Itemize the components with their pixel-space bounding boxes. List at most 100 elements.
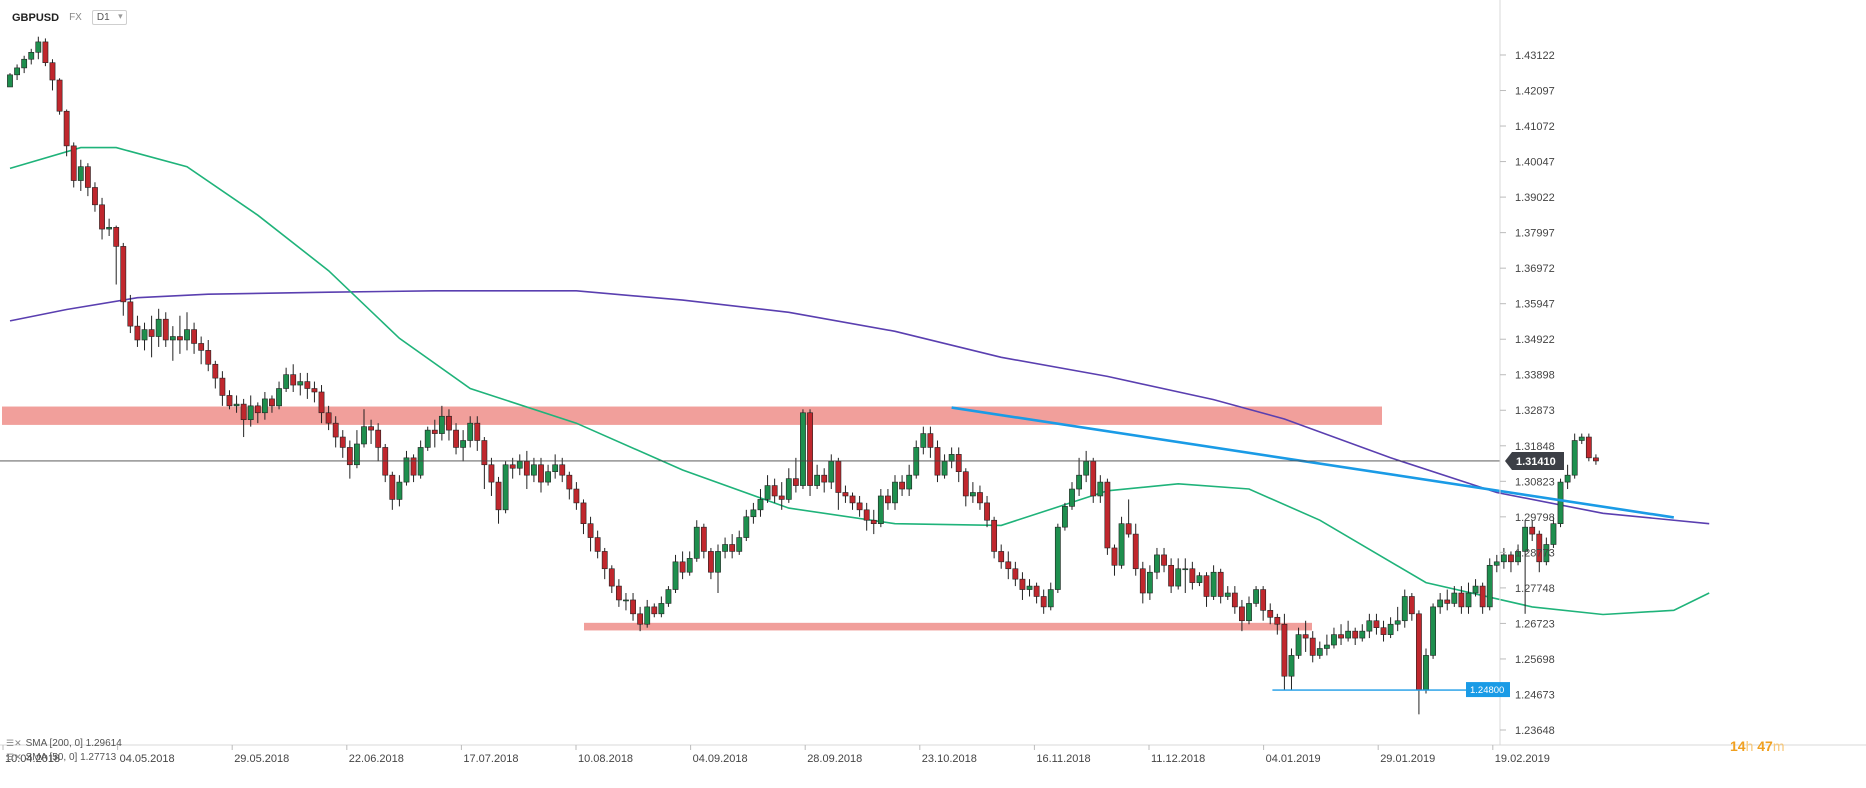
- candle[interactable]: [1500, 547, 1507, 569]
- candle[interactable]: [1104, 478, 1111, 555]
- candle[interactable]: [1543, 537, 1550, 566]
- candle[interactable]: [134, 315, 141, 347]
- candle[interactable]: [1493, 554, 1500, 573]
- candle[interactable]: [155, 308, 162, 347]
- resistance-zone[interactable]: [2, 406, 1382, 425]
- indicator-settings-icon[interactable]: ☰✕: [6, 738, 22, 748]
- candle[interactable]: [290, 364, 297, 392]
- candle[interactable]: [1578, 433, 1585, 444]
- candle[interactable]: [736, 530, 743, 555]
- candle[interactable]: [1571, 433, 1578, 479]
- candle[interactable]: [92, 182, 98, 212]
- indicator-settings-icon[interactable]: ☰✕: [6, 752, 22, 762]
- candle[interactable]: [361, 409, 367, 448]
- candle[interactable]: [771, 478, 778, 503]
- candle[interactable]: [849, 492, 856, 510]
- candle[interactable]: [1557, 478, 1564, 528]
- candle[interactable]: [1182, 558, 1189, 594]
- candle[interactable]: [1246, 596, 1252, 625]
- candle[interactable]: [693, 520, 700, 562]
- candle[interactable]: [49, 59, 56, 91]
- candle[interactable]: [177, 315, 183, 354]
- candle[interactable]: [141, 322, 148, 351]
- candle[interactable]: [205, 339, 212, 372]
- candle[interactable]: [708, 547, 714, 580]
- candle[interactable]: [1118, 516, 1125, 569]
- candle[interactable]: [212, 360, 219, 389]
- candle[interactable]: [226, 390, 233, 410]
- candle[interactable]: [1054, 523, 1061, 594]
- candle[interactable]: [240, 398, 247, 438]
- candle[interactable]: [1522, 520, 1529, 614]
- candle[interactable]: [630, 593, 636, 621]
- candle[interactable]: [623, 593, 629, 611]
- candle[interactable]: [601, 547, 608, 580]
- candle[interactable]: [191, 322, 197, 354]
- candle[interactable]: [1437, 593, 1444, 614]
- candle[interactable]: [1529, 520, 1536, 542]
- candle[interactable]: [35, 36, 42, 60]
- candle[interactable]: [127, 294, 134, 334]
- candle[interactable]: [1373, 613, 1380, 635]
- legend-sma200[interactable]: ☰✕ SMA [200, 0] 1.29614: [6, 738, 122, 749]
- sma50-line[interactable]: [9, 146, 1710, 616]
- candle[interactable]: [1564, 464, 1571, 490]
- candle[interactable]: [658, 596, 665, 618]
- candle[interactable]: [998, 544, 1005, 569]
- candle[interactable]: [1062, 502, 1068, 531]
- candle[interactable]: [28, 48, 35, 65]
- candle[interactable]: [1267, 603, 1274, 625]
- candle[interactable]: [927, 426, 934, 458]
- candle[interactable]: [1111, 544, 1118, 576]
- candle[interactable]: [1408, 593, 1415, 621]
- candle[interactable]: [1217, 568, 1224, 604]
- candle[interactable]: [1338, 624, 1344, 646]
- candle[interactable]: [63, 109, 70, 157]
- candle[interactable]: [1253, 586, 1259, 607]
- candle[interactable]: [84, 163, 91, 197]
- candle[interactable]: [1146, 565, 1153, 600]
- candle[interactable]: [531, 457, 537, 483]
- candle[interactable]: [446, 409, 452, 441]
- candle[interactable]: [1401, 589, 1408, 628]
- candle[interactable]: [184, 312, 190, 351]
- candle[interactable]: [644, 599, 651, 628]
- candle[interactable]: [1203, 572, 1210, 607]
- candle[interactable]: [7, 73, 13, 88]
- candle[interactable]: [21, 55, 28, 74]
- level-tag[interactable]: [1466, 682, 1510, 698]
- candle[interactable]: [1033, 582, 1040, 604]
- legend-sma50[interactable]: ☰✕ SMA [50, 0] 1.27713: [6, 752, 116, 763]
- candle[interactable]: [608, 565, 615, 594]
- candle[interactable]: [339, 430, 346, 458]
- candle[interactable]: [1316, 641, 1323, 659]
- candle[interactable]: [495, 476, 502, 524]
- candle[interactable]: [318, 385, 325, 424]
- candle[interactable]: [1585, 433, 1592, 462]
- candle[interactable]: [1132, 523, 1139, 576]
- candle[interactable]: [1005, 551, 1012, 580]
- candle[interactable]: [764, 475, 771, 503]
- candle[interactable]: [573, 482, 580, 510]
- candle[interactable]: [906, 464, 913, 496]
- candle[interactable]: [1040, 589, 1047, 614]
- candle[interactable]: [162, 312, 169, 347]
- candle[interactable]: [1345, 620, 1352, 642]
- candle[interactable]: [1366, 613, 1373, 639]
- candle[interactable]: [722, 537, 728, 559]
- candle[interactable]: [1472, 579, 1479, 597]
- candle[interactable]: [254, 402, 261, 424]
- candle[interactable]: [1309, 631, 1316, 663]
- candle[interactable]: [1012, 561, 1019, 587]
- candle[interactable]: [1196, 572, 1203, 587]
- candle[interactable]: [325, 405, 332, 431]
- candle[interactable]: [219, 371, 226, 406]
- candle[interactable]: [438, 405, 445, 441]
- candle[interactable]: [368, 419, 374, 444]
- candle[interactable]: [552, 454, 559, 479]
- candle[interactable]: [70, 142, 77, 188]
- candle[interactable]: [700, 523, 707, 559]
- candle[interactable]: [785, 468, 792, 503]
- candle[interactable]: [332, 416, 339, 448]
- candle[interactable]: [856, 495, 863, 517]
